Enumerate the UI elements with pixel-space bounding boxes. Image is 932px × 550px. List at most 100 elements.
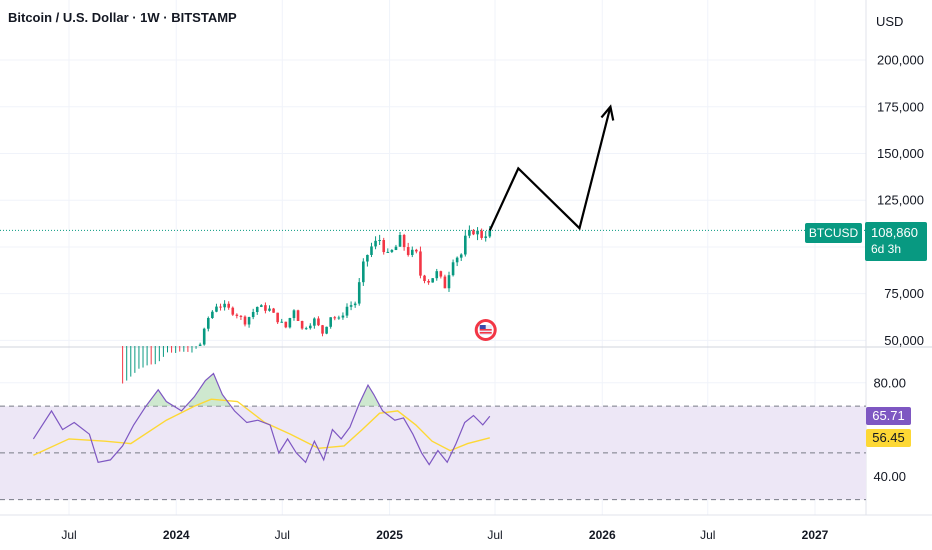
candle-body <box>308 325 312 329</box>
rsi-axis-tick-label: 80.00 <box>873 375 906 390</box>
projection-arrowhead <box>600 104 615 121</box>
candle-body <box>398 234 402 247</box>
candle-body <box>378 240 381 242</box>
candle-body <box>443 276 447 289</box>
y-axis-tick-label: 50,000 <box>884 333 924 348</box>
rsi-ma-value-badge: 56.45 <box>866 429 911 447</box>
candle-body <box>329 317 332 327</box>
candle-body <box>223 303 226 308</box>
candle-body <box>419 251 422 276</box>
x-axis-tick-label: Jul <box>275 528 290 542</box>
candle-body <box>202 328 206 345</box>
candle-body <box>345 306 349 316</box>
candle-body <box>480 230 483 238</box>
candle-body <box>296 310 300 321</box>
rsi-axis-tick-label: 40.00 <box>873 469 906 484</box>
candle-body <box>394 246 398 251</box>
candle-body <box>325 326 328 334</box>
x-axis-tick-label: Jul <box>61 528 76 542</box>
candle-body <box>374 240 377 247</box>
candle-body <box>292 310 296 319</box>
candle-body <box>211 311 214 318</box>
x-axis-tick-label: Jul <box>487 528 502 542</box>
last-price-badge: 108,860 6d 3h <box>865 222 927 261</box>
candle-body <box>300 320 304 329</box>
candle-body <box>439 271 443 277</box>
last-price: 108,860 <box>871 225 918 240</box>
candle-body <box>251 312 255 318</box>
rsi-overbought-fill <box>358 385 381 407</box>
candle-body <box>484 236 488 238</box>
us-flag-icon[interactable] <box>474 319 497 341</box>
candle-body <box>455 257 459 263</box>
rsi-overbought-fill <box>185 373 232 407</box>
candle-body <box>215 306 218 312</box>
candle-body <box>410 249 414 255</box>
currency-label[interactable]: USD <box>876 14 904 29</box>
candle-body <box>264 305 267 311</box>
candle-body <box>272 308 275 313</box>
x-axis-tick-label: 2025 <box>376 528 403 542</box>
candle-body <box>431 278 434 283</box>
candle-body <box>468 230 471 236</box>
candle-body <box>447 275 451 289</box>
candle-body <box>260 305 263 307</box>
candle-body <box>435 271 439 279</box>
candle-body <box>219 306 222 308</box>
candle-body <box>268 308 271 311</box>
candle-body <box>427 281 430 283</box>
candle-body <box>280 321 284 323</box>
x-axis-tick-label: 2026 <box>589 528 616 542</box>
candle-body <box>488 230 492 237</box>
candle-body <box>337 317 341 319</box>
candle-body <box>451 262 455 276</box>
y-axis-tick-label: 200,000 <box>877 53 924 68</box>
candle-body <box>231 307 235 315</box>
candle-body <box>321 325 324 334</box>
candle-body <box>362 261 365 283</box>
candle-body <box>247 317 251 325</box>
candle-body <box>235 314 239 316</box>
candle-body <box>227 303 230 308</box>
projection-line <box>488 106 612 231</box>
x-axis-tick-label: 2027 <box>802 528 829 542</box>
candle-body <box>402 234 406 248</box>
candle-body <box>341 315 345 318</box>
candle-body <box>198 344 202 346</box>
candle-body <box>284 321 288 328</box>
candle-body <box>239 315 243 317</box>
x-axis-tick-label: 2024 <box>163 528 190 542</box>
candle-body <box>472 230 475 235</box>
rsi-line <box>32 372 491 466</box>
candle-body <box>304 328 308 330</box>
rsi-value-badge: 65.71 <box>866 407 911 425</box>
candle-body <box>357 282 361 304</box>
candle-body <box>353 303 357 306</box>
y-axis-tick-label: 75,000 <box>884 286 924 301</box>
candle-body <box>366 254 369 262</box>
y-axis-tick-label: 150,000 <box>877 146 924 161</box>
candle-body <box>386 251 390 253</box>
x-axis-tick-label: Jul <box>700 528 715 542</box>
candle-body <box>406 247 410 255</box>
candle-body <box>423 275 426 282</box>
chart-title: Bitcoin / U.S. Dollar · 1W · BITSTAMP <box>8 10 237 25</box>
candle-body <box>370 246 373 255</box>
symbol-badge[interactable]: BTCUSD <box>805 223 862 243</box>
candle-body <box>276 312 279 323</box>
candle-body <box>317 318 320 326</box>
rsi-ma-line <box>33 398 490 456</box>
y-axis-tick-label: 175,000 <box>877 99 924 114</box>
candle-body <box>313 318 316 326</box>
candle-body <box>382 240 386 253</box>
y-axis-tick-label: 125,000 <box>877 193 924 208</box>
candle-body <box>464 235 467 255</box>
candle-body <box>390 250 394 252</box>
candle-body <box>206 317 210 329</box>
candle-body <box>255 306 259 313</box>
candle-body <box>415 249 418 252</box>
candle-body <box>243 316 247 325</box>
candle-body <box>349 305 353 307</box>
candle-body <box>288 318 292 328</box>
